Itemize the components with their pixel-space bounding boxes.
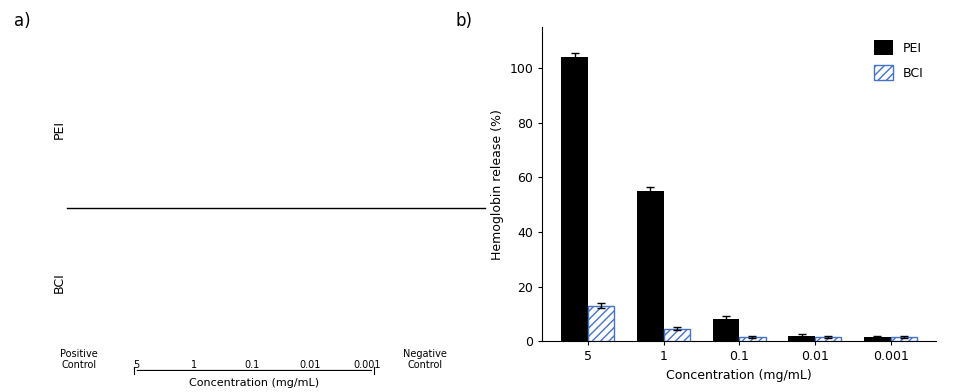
Text: 0.1: 0.1: [245, 360, 259, 370]
Text: a): a): [14, 12, 31, 30]
Bar: [891, 337, 917, 341]
Text: Negative
Control: Negative Control: [403, 349, 446, 370]
X-axis label: Concentration (mg/mL): Concentration (mg/mL): [666, 368, 812, 382]
Text: PEI: PEI: [53, 120, 66, 139]
Bar: [588, 306, 614, 341]
Text: b): b): [456, 12, 473, 30]
Bar: [788, 336, 815, 341]
Text: 5: 5: [133, 360, 140, 370]
Text: Positive
Control: Positive Control: [60, 349, 98, 370]
Y-axis label: Hemoglobin release (%): Hemoglobin release (%): [491, 109, 504, 260]
Text: 0.01: 0.01: [299, 360, 321, 370]
Bar: [663, 329, 690, 341]
Bar: [864, 337, 891, 341]
Legend: PEI, BCI: PEI, BCI: [868, 34, 929, 87]
Text: 1: 1: [191, 360, 198, 370]
Bar: [815, 337, 841, 341]
Bar: [739, 337, 766, 341]
Text: 0.001: 0.001: [353, 360, 381, 370]
Text: BCI: BCI: [53, 272, 66, 292]
Bar: [562, 58, 588, 341]
Text: Concentration (mg/mL): Concentration (mg/mL): [189, 378, 320, 388]
Bar: [712, 319, 739, 341]
Bar: [637, 191, 663, 341]
